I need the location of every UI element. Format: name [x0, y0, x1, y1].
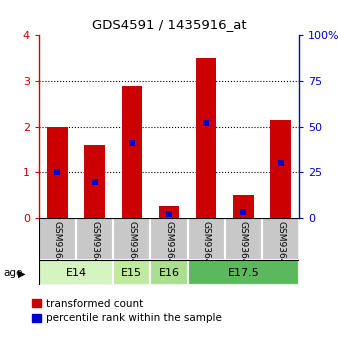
Text: age: age — [3, 268, 23, 278]
Bar — [113, 218, 150, 260]
Bar — [225, 218, 262, 260]
Text: GSM936405: GSM936405 — [127, 221, 136, 275]
Bar — [113, 260, 150, 285]
Bar — [122, 86, 142, 218]
Text: GSM936400: GSM936400 — [202, 221, 211, 275]
Legend: transformed count, percentile rank within the sample: transformed count, percentile rank withi… — [32, 299, 222, 323]
Bar — [47, 127, 68, 218]
Bar — [150, 218, 188, 260]
Bar — [39, 218, 76, 260]
Bar — [188, 218, 225, 260]
Text: E14: E14 — [66, 268, 87, 278]
Text: E17.5: E17.5 — [227, 268, 259, 278]
Bar — [84, 145, 105, 218]
Bar — [196, 58, 216, 218]
Text: GSM936406: GSM936406 — [276, 221, 285, 275]
Bar — [150, 260, 188, 285]
Text: GSM936403: GSM936403 — [53, 221, 62, 275]
Text: E15: E15 — [121, 268, 142, 278]
Text: ▶: ▶ — [18, 268, 25, 278]
Text: E16: E16 — [159, 268, 179, 278]
Bar — [270, 120, 291, 218]
Bar — [188, 260, 299, 285]
Bar — [262, 218, 299, 260]
Bar — [233, 195, 254, 218]
Bar — [39, 260, 113, 285]
Title: GDS4591 / 1435916_at: GDS4591 / 1435916_at — [92, 18, 246, 32]
Text: GSM936404: GSM936404 — [90, 221, 99, 275]
Bar — [159, 206, 179, 218]
Bar — [76, 218, 113, 260]
Text: GSM936401: GSM936401 — [239, 221, 248, 275]
Text: GSM936402: GSM936402 — [165, 221, 173, 275]
